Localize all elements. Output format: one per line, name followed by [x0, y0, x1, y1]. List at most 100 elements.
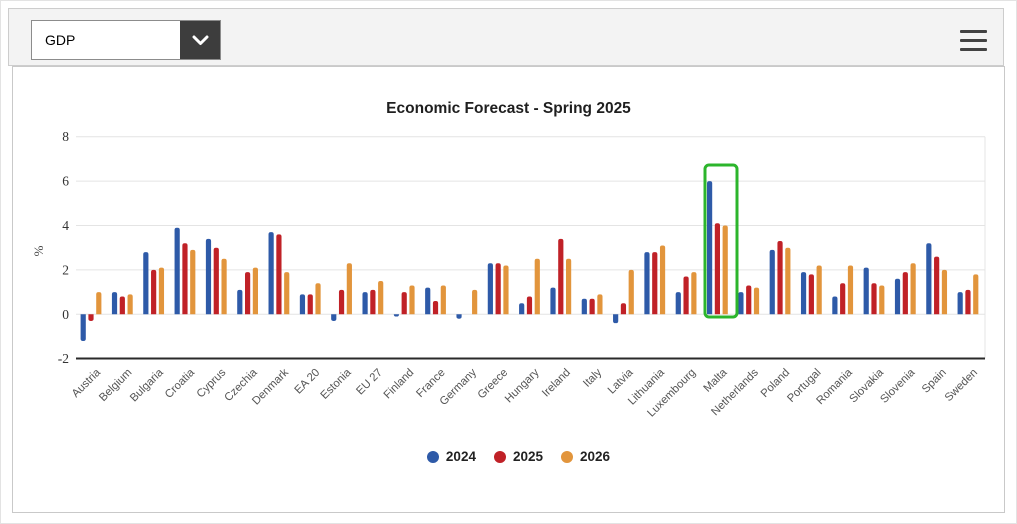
bar-cyprus-2024[interactable] — [205, 238, 212, 315]
hamburger-menu-icon[interactable] — [960, 30, 987, 51]
bar-slovenia-2024[interactable] — [894, 278, 901, 315]
bar-greece-2025[interactable] — [495, 263, 501, 315]
bar-hungary-2024[interactable] — [519, 303, 525, 315]
bar-belgium-2024[interactable] — [111, 292, 118, 315]
bar-poland-2024[interactable] — [769, 249, 775, 315]
bar-italy-2024[interactable] — [581, 298, 587, 315]
bar-sweden-2024[interactable] — [957, 292, 963, 315]
bar-bulgaria-2024[interactable] — [143, 252, 149, 315]
bar-slovenia-2026[interactable] — [910, 263, 916, 315]
bar-romania-2025[interactable] — [840, 283, 846, 315]
bar-ea-20-2026[interactable] — [315, 283, 321, 315]
bar-sweden-2025[interactable] — [965, 289, 971, 315]
bar-france-2025[interactable] — [432, 300, 439, 315]
bar-italy-2025[interactable] — [589, 298, 595, 315]
bar-luxembourg-2024[interactable] — [675, 292, 681, 315]
bar-france-2026[interactable] — [440, 285, 446, 315]
bar-slovakia-2025[interactable] — [871, 283, 877, 315]
bar-malta-2025[interactable] — [714, 223, 720, 315]
bar-belgium-2025[interactable] — [119, 296, 125, 315]
bar-france-2024[interactable] — [425, 287, 431, 315]
bar-romania-2026[interactable] — [847, 265, 854, 315]
bar-ireland-2025[interactable] — [558, 238, 564, 315]
bar-finland-2026[interactable] — [409, 285, 415, 315]
legend-item-2025[interactable]: 2025 — [493, 449, 543, 464]
bar-netherlands-2025[interactable] — [746, 285, 752, 315]
bar-lithuania-2026[interactable] — [659, 245, 666, 315]
bar-italy-2026[interactable] — [597, 294, 603, 315]
bar-portugal-2026[interactable] — [816, 265, 822, 315]
bar-eu-27-2026[interactable] — [378, 281, 384, 315]
bar-lithuania-2024[interactable] — [644, 252, 650, 315]
bar-hungary-2026[interactable] — [534, 258, 540, 315]
bar-luxembourg-2026[interactable] — [691, 272, 697, 315]
bar-bulgaria-2025[interactable] — [151, 269, 157, 315]
x-label-latvia: Latvia — [606, 366, 636, 396]
bar-portugal-2025[interactable] — [808, 274, 814, 315]
bar-greece-2024[interactable] — [487, 263, 493, 315]
bar-croatia-2026[interactable] — [190, 249, 196, 315]
bar-portugal-2024[interactable] — [800, 272, 807, 315]
bar-netherlands-2026[interactable] — [753, 287, 760, 315]
bar-ea-20-2025[interactable] — [307, 294, 313, 315]
bar-romania-2024[interactable] — [832, 296, 838, 315]
bar-finland-2024[interactable] — [393, 314, 399, 317]
bar-ea-20-2024[interactable] — [299, 294, 306, 315]
bar-spain-2024[interactable] — [926, 243, 932, 315]
legend-label-2026: 2026 — [580, 449, 611, 464]
bar-greece-2026[interactable] — [503, 265, 509, 315]
legend-item-2024[interactable]: 2024 — [426, 449, 476, 464]
bar-ireland-2026[interactable] — [566, 258, 572, 315]
bar-slovakia-2026[interactable] — [879, 285, 885, 315]
bar-eu-27-2024[interactable] — [362, 292, 368, 315]
chart-title: Economic Forecast - Spring 2025 — [386, 100, 631, 117]
bar-estonia-2024[interactable] — [331, 314, 337, 321]
bar-netherlands-2024[interactable] — [738, 292, 744, 315]
toolbar: GDP — [8, 8, 1004, 66]
bar-latvia-2025[interactable] — [620, 303, 627, 315]
bar-lithuania-2025[interactable] — [652, 252, 658, 315]
bar-slovakia-2024[interactable] — [863, 267, 869, 315]
bar-latvia-2024[interactable] — [613, 314, 619, 324]
bar-austria-2026[interactable] — [96, 292, 102, 315]
x-label-estonia: Estonia — [319, 366, 355, 402]
bar-poland-2026[interactable] — [785, 247, 791, 315]
bar-ireland-2024[interactable] — [550, 287, 556, 315]
bar-finland-2025[interactable] — [401, 292, 407, 315]
legend-dot-2025 — [493, 450, 506, 463]
bar-czechia-2026[interactable] — [252, 267, 258, 315]
bar-germany-2024[interactable] — [456, 314, 462, 319]
bar-austria-2025[interactable] — [88, 314, 94, 321]
bar-hungary-2025[interactable] — [526, 296, 533, 315]
bar-bulgaria-2026[interactable] — [158, 267, 165, 315]
bar-estonia-2026[interactable] — [346, 263, 352, 315]
x-label-spain: Spain — [920, 367, 949, 396]
legend-item-2026[interactable]: 2026 — [561, 449, 610, 464]
bar-malta-2024[interactable] — [707, 181, 713, 315]
bar-belgium-2026[interactable] — [127, 294, 133, 315]
bar-slovenia-2025[interactable] — [902, 272, 908, 315]
bar-cyprus-2025[interactable] — [213, 247, 219, 315]
bar-luxembourg-2025[interactable] — [683, 276, 689, 315]
bar-denmark-2025[interactable] — [276, 234, 282, 315]
bar-malta-2026[interactable] — [722, 225, 728, 315]
bar-eu-27-2025[interactable] — [370, 289, 376, 315]
bar-denmark-2024[interactable] — [268, 232, 274, 315]
bar-austria-2024[interactable] — [80, 314, 86, 341]
chevron-down-icon[interactable] — [180, 21, 220, 59]
y-tick-4: 4 — [62, 218, 69, 233]
bar-latvia-2026[interactable] — [628, 269, 634, 315]
bar-czechia-2024[interactable] — [237, 289, 243, 315]
metric-dropdown[interactable]: GDP — [31, 20, 221, 60]
bar-denmark-2026[interactable] — [284, 272, 290, 315]
bar-germany-2026[interactable] — [472, 289, 478, 315]
bar-cyprus-2026[interactable] — [221, 258, 227, 315]
bar-czechia-2025[interactable] — [245, 272, 251, 315]
bar-poland-2025[interactable] — [777, 241, 783, 315]
bar-spain-2025[interactable] — [934, 256, 940, 315]
bar-spain-2026[interactable] — [941, 269, 948, 315]
bar-croatia-2025[interactable] — [182, 243, 188, 315]
bar-croatia-2024[interactable] — [174, 227, 180, 315]
bar-sweden-2026[interactable] — [973, 274, 979, 315]
bar-estonia-2025[interactable] — [338, 289, 345, 315]
